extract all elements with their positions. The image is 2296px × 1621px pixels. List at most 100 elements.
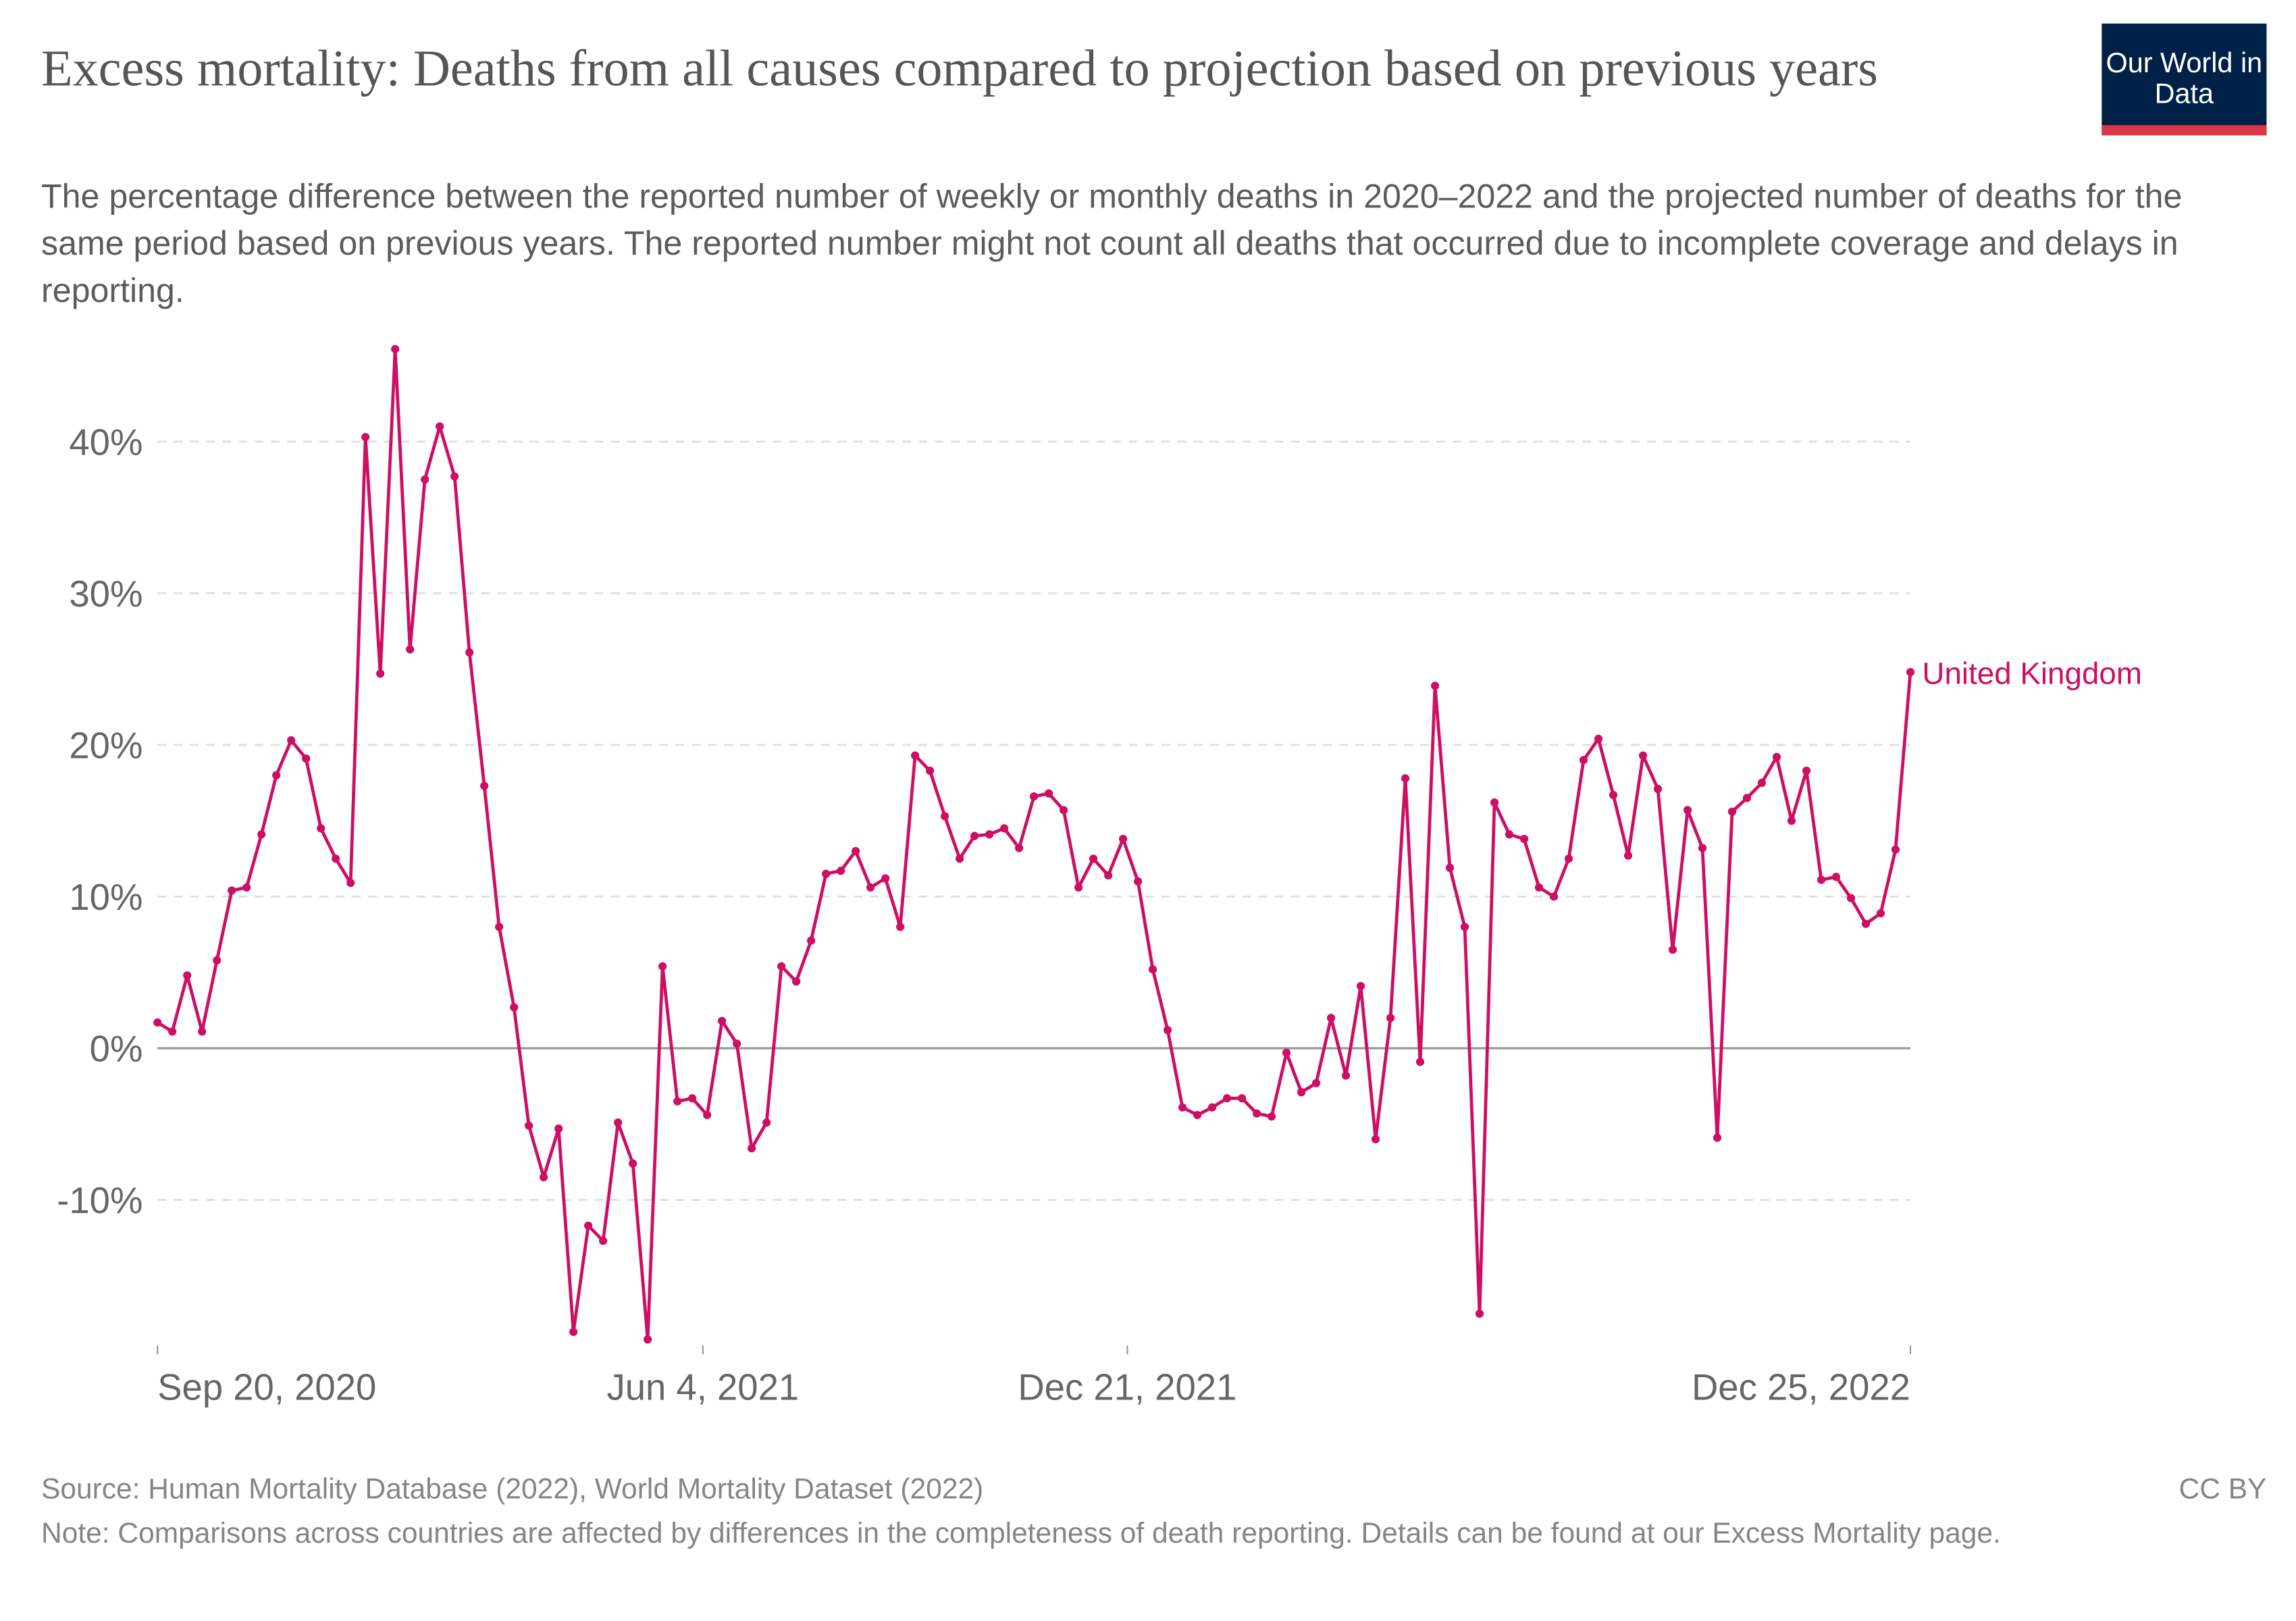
data-point bbox=[1534, 883, 1544, 892]
note-text: Note: Comparisons across countries are a… bbox=[41, 1518, 2001, 1551]
series-united-kingdom: United Kingdom bbox=[153, 344, 2142, 1344]
data-point bbox=[926, 766, 935, 775]
data-point bbox=[346, 879, 355, 887]
source-text[interactable]: Source: Human Mortality Database (2022),… bbox=[41, 1473, 984, 1506]
data-point bbox=[748, 1144, 756, 1153]
y-tick-label: -10% bbox=[57, 1180, 142, 1221]
data-point bbox=[183, 971, 192, 980]
data-point bbox=[302, 754, 311, 763]
chart-subtitle: The percentage difference between the re… bbox=[41, 176, 2183, 309]
y-tick-label: 10% bbox=[69, 877, 142, 918]
x-tick-label: Dec 21, 2021 bbox=[1018, 1367, 1236, 1408]
data-point bbox=[1178, 1103, 1187, 1112]
data-point bbox=[436, 422, 444, 431]
data-point bbox=[1029, 792, 1039, 801]
data-point bbox=[465, 648, 474, 657]
data-point bbox=[1653, 784, 1663, 794]
data-point bbox=[391, 344, 400, 353]
x-tick-label: Dec 25, 2022 bbox=[1692, 1367, 1910, 1408]
data-point bbox=[376, 669, 385, 678]
data-point bbox=[228, 886, 236, 895]
data-point bbox=[807, 936, 816, 945]
data-point bbox=[866, 883, 875, 892]
data-point bbox=[1638, 751, 1648, 760]
y-tick-label: 30% bbox=[69, 573, 142, 615]
license-link[interactable]: CC BY bbox=[2178, 1473, 2267, 1506]
data-point bbox=[1118, 835, 1128, 844]
data-point bbox=[1267, 1112, 1276, 1121]
series-line bbox=[156, 347, 1912, 1341]
data-point bbox=[1564, 854, 1573, 863]
data-point bbox=[317, 824, 325, 833]
data-point bbox=[1133, 877, 1143, 886]
y-tick-label: 40% bbox=[69, 421, 142, 463]
data-point bbox=[1401, 774, 1410, 783]
data-point bbox=[1579, 756, 1588, 765]
data-point bbox=[777, 962, 786, 971]
data-point bbox=[1831, 873, 1841, 881]
data-point bbox=[495, 923, 504, 931]
data-point bbox=[1326, 1013, 1336, 1023]
data-point bbox=[450, 472, 459, 481]
data-point bbox=[1356, 981, 1365, 991]
x-axis: Sep 20, 2020 Jun 4, 2021 Dec 21, 2021 Dec 2… bbox=[157, 1345, 1912, 1408]
data-point bbox=[153, 1018, 162, 1027]
data-point bbox=[569, 1327, 578, 1337]
data-point bbox=[1148, 965, 1157, 974]
data-point bbox=[792, 977, 801, 986]
data-point bbox=[1371, 1135, 1380, 1143]
data-point bbox=[1460, 923, 1469, 931]
data-point bbox=[822, 869, 831, 878]
data-point bbox=[1222, 1094, 1232, 1103]
data-point bbox=[1668, 945, 1677, 954]
data-point bbox=[480, 781, 489, 790]
data-point bbox=[1683, 806, 1692, 815]
data-point bbox=[896, 923, 905, 931]
y-tick-label: 0% bbox=[90, 1029, 143, 1070]
data-point bbox=[584, 1221, 593, 1230]
data-point bbox=[1059, 806, 1068, 815]
data-point bbox=[733, 1039, 741, 1048]
data-point bbox=[1252, 1109, 1261, 1118]
data-point bbox=[510, 1003, 519, 1012]
data-point bbox=[703, 1110, 712, 1119]
data-point bbox=[911, 751, 920, 760]
data-point bbox=[1074, 883, 1083, 892]
data-point bbox=[1713, 1133, 1722, 1142]
data-point bbox=[837, 867, 845, 875]
data-point bbox=[242, 883, 251, 892]
data-point bbox=[1757, 778, 1767, 788]
owid-logo[interactable]: Our World in Data bbox=[2102, 23, 2267, 136]
data-point bbox=[1386, 1013, 1395, 1023]
data-point bbox=[1207, 1103, 1217, 1112]
data-point bbox=[941, 812, 949, 821]
data-point bbox=[1044, 789, 1053, 798]
data-point bbox=[762, 1118, 771, 1127]
data-point bbox=[421, 475, 429, 484]
data-point bbox=[1876, 909, 1885, 918]
data-point bbox=[525, 1121, 533, 1130]
data-point bbox=[287, 736, 296, 745]
data-point bbox=[1415, 1058, 1425, 1066]
data-point bbox=[198, 1027, 207, 1036]
gridlines bbox=[157, 440, 1910, 1201]
data-point bbox=[1519, 835, 1529, 844]
data-point bbox=[999, 824, 1009, 833]
data-point bbox=[554, 1124, 563, 1133]
data-point bbox=[1163, 1025, 1172, 1035]
data-point bbox=[1698, 844, 1707, 852]
data-point bbox=[1727, 807, 1737, 816]
data-point bbox=[1802, 766, 1811, 775]
series-label-united-kingdom[interactable]: United Kingdom bbox=[1922, 657, 2142, 691]
data-point bbox=[1817, 875, 1826, 884]
data-point bbox=[1609, 790, 1618, 800]
data-point bbox=[956, 854, 964, 863]
data-point bbox=[1549, 892, 1559, 901]
y-tick-label: 20% bbox=[69, 725, 142, 767]
data-point bbox=[168, 1027, 177, 1036]
y-axis: -10% 0% 10% 20% 30% 40% bbox=[57, 421, 142, 1221]
data-point bbox=[1014, 844, 1024, 852]
data-point bbox=[852, 846, 860, 856]
